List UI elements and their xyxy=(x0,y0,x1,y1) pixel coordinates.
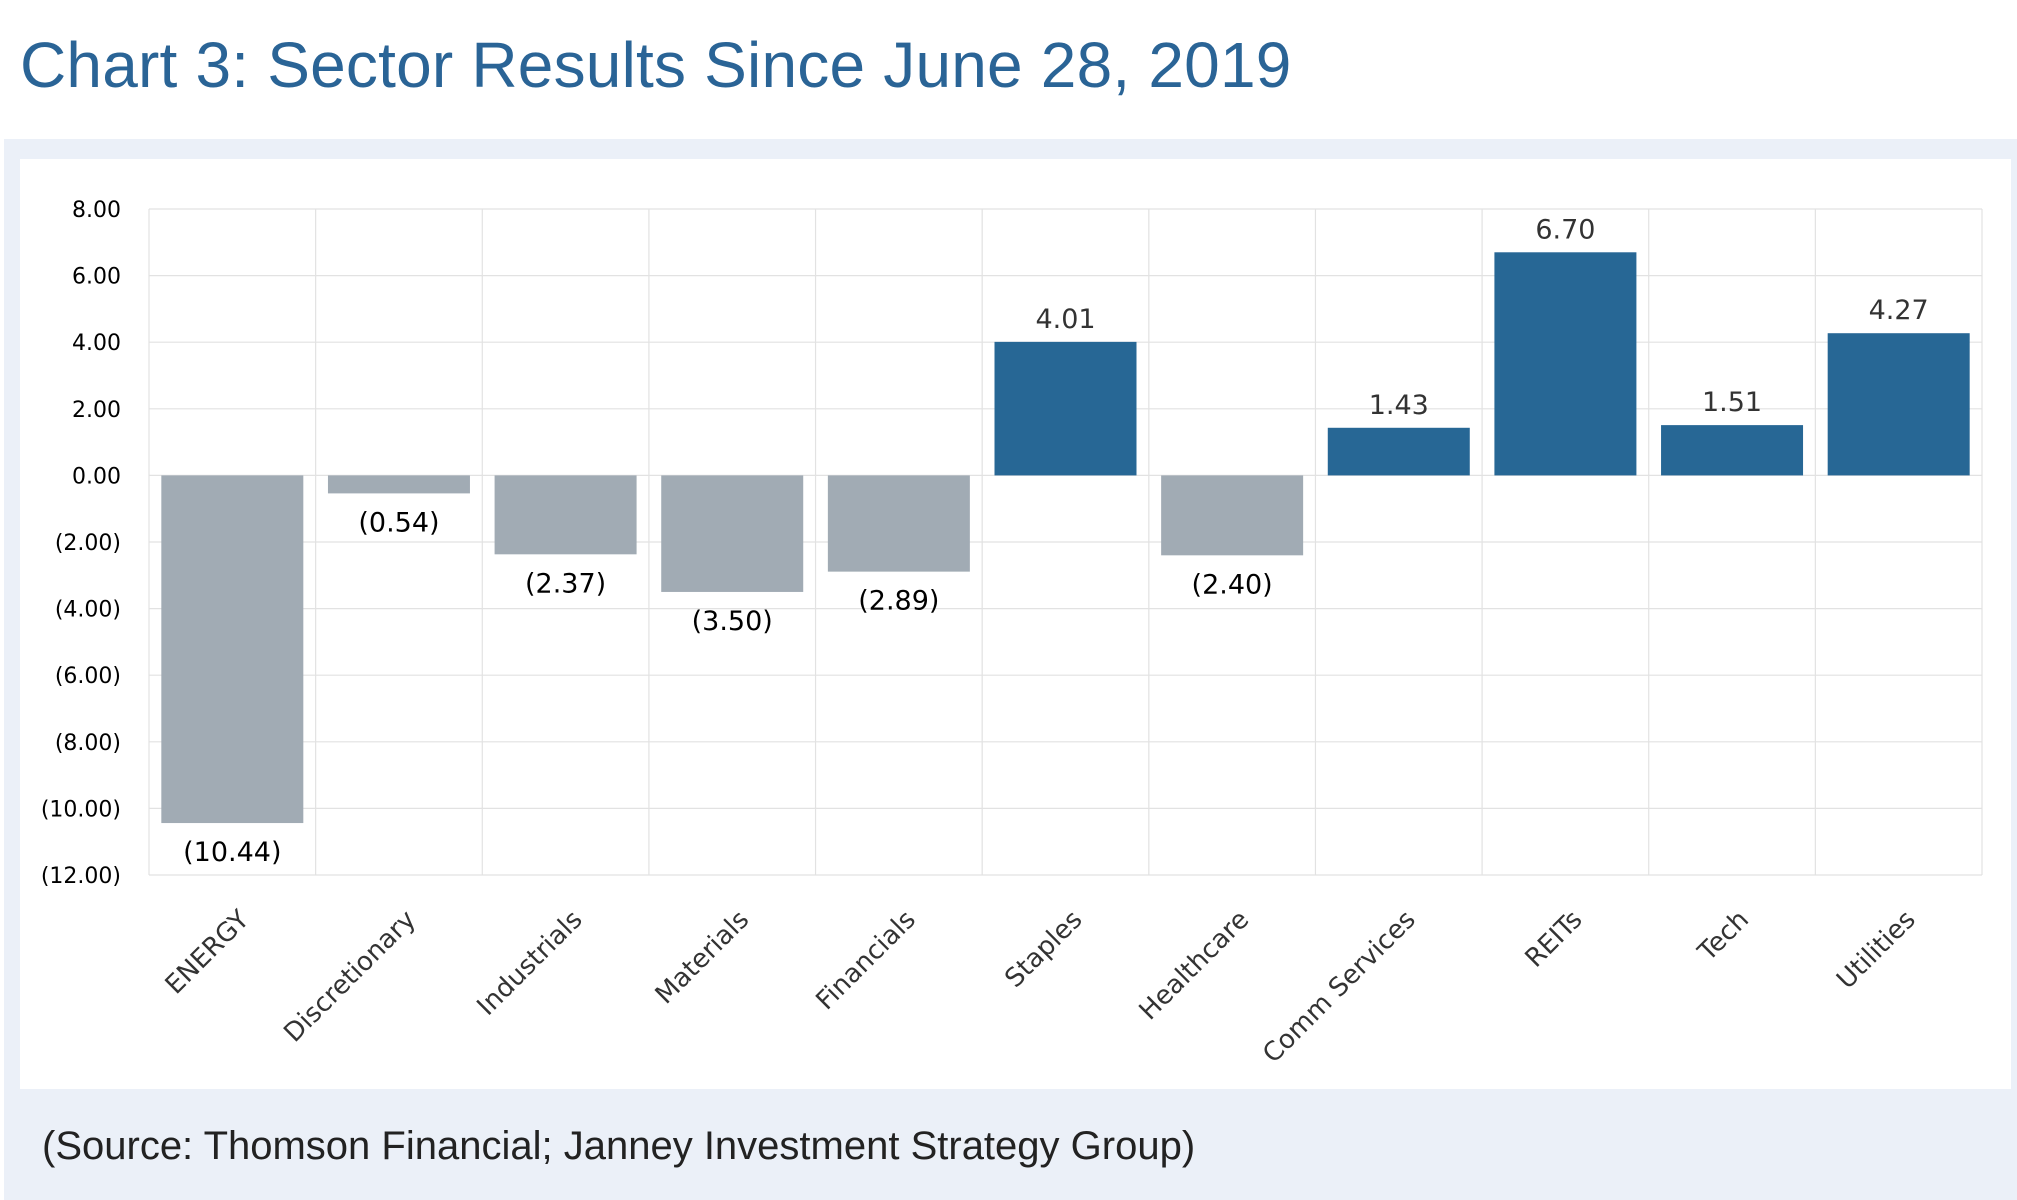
x-tick-label: Industrials xyxy=(472,905,589,1022)
bar-materials xyxy=(661,475,804,592)
data-label: (0.54) xyxy=(358,507,439,538)
x-tick-label: Healthcare xyxy=(1134,905,1255,1026)
x-tick-label: ENERGY xyxy=(160,905,256,1001)
sector-bar-chart: 8.00 6.00 4.00 2.00 0.00 (2.00) (4.00) (6.00) (8… xyxy=(41,198,1983,1069)
x-tick-label: Tech xyxy=(1692,905,1755,968)
page-title: Chart 3: Sector Results Since June 28, 2… xyxy=(20,29,1292,101)
label-layer: 8.00 6.00 4.00 2.00 0.00 (2.00) (4.00) (6.00) (8… xyxy=(41,198,1929,1069)
x-tick-label: Utilities xyxy=(1831,905,1921,995)
y-tick-label: (12.00) xyxy=(41,864,121,889)
data-label: 6.70 xyxy=(1535,214,1595,245)
bar-comm-services xyxy=(1327,427,1470,476)
data-label: (2.40) xyxy=(1192,569,1273,600)
y-tick-label: (2.00) xyxy=(55,531,121,556)
data-label: (10.44) xyxy=(183,837,281,868)
y-tick-label: 8.00 xyxy=(72,198,121,223)
grid-layer xyxy=(148,208,1983,876)
source-note: (Source: Thomson Financial; Janney Inves… xyxy=(42,1124,1196,1168)
chart-card: 8.00 6.00 4.00 2.00 0.00 (2.00) (4.00) (6.00) (8… xyxy=(20,159,2011,1089)
x-tick-label: Materials xyxy=(650,905,755,1010)
bar-financials xyxy=(827,475,970,572)
bar-industrials xyxy=(494,475,637,555)
data-label: 1.43 xyxy=(1369,390,1429,421)
bar-reits xyxy=(1494,252,1637,476)
y-tick-label: (10.00) xyxy=(41,797,121,822)
bar-energy xyxy=(161,475,304,824)
x-tick-label: Financials xyxy=(811,905,922,1016)
bar-staples xyxy=(994,341,1137,476)
bar-tech xyxy=(1661,425,1804,476)
y-tick-label: 0.00 xyxy=(72,464,121,489)
y-tick-label: (8.00) xyxy=(55,731,121,756)
data-label: (2.37) xyxy=(525,568,606,599)
bar-healthcare xyxy=(1161,475,1304,556)
x-tick-label: REITs xyxy=(1520,905,1589,974)
y-tick-label: 4.00 xyxy=(72,331,121,356)
x-tick-label: Comm Services xyxy=(1257,905,1421,1069)
bar-discretionary xyxy=(327,475,470,494)
y-tick-label: 6.00 xyxy=(72,265,121,290)
y-tick-label: 2.00 xyxy=(72,398,121,423)
y-tick-label: (6.00) xyxy=(55,664,121,689)
bar-layer xyxy=(161,252,1970,824)
data-label: 4.01 xyxy=(1035,304,1095,335)
x-tick-label: Staples xyxy=(999,905,1088,994)
y-tick-label: (4.00) xyxy=(55,598,121,623)
data-label: (3.50) xyxy=(692,606,773,637)
bar-utilities xyxy=(1827,333,1970,476)
chart-panel: 8.00 6.00 4.00 2.00 0.00 (2.00) (4.00) (6.00) (8… xyxy=(4,139,2017,1200)
data-label: (2.89) xyxy=(858,586,939,617)
x-tick-label: Discretionary xyxy=(278,905,422,1049)
data-label: 4.27 xyxy=(1869,295,1929,326)
data-label: 1.51 xyxy=(1702,387,1762,418)
